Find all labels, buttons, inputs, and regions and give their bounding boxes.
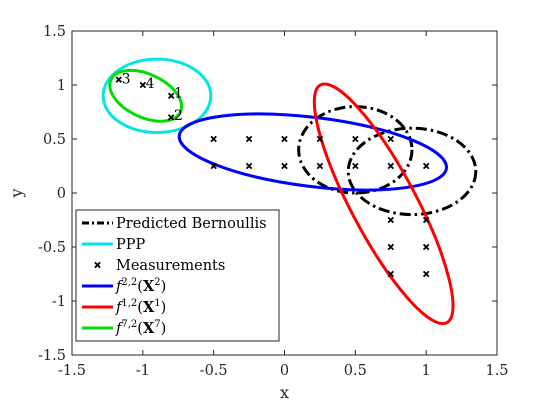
legend-entry-label: PPP (116, 237, 146, 253)
x-tick-label: 0.5 (344, 363, 367, 379)
x-tick-label: -1.5 (58, 363, 86, 379)
measurement-point-5 (245, 135, 253, 143)
ellipse-f1-2-x1--0 (312, 82, 455, 326)
measurement-point-0 (115, 76, 122, 83)
measurement-point-3 (167, 114, 175, 121)
measurement-point-16 (422, 162, 430, 170)
measurement-point-18 (422, 216, 430, 224)
measurement-point-21 (387, 270, 394, 278)
annotation-label-1: 1 (174, 86, 183, 102)
measurement-point-10 (210, 162, 217, 170)
measurement-point-6 (281, 135, 288, 143)
legend-entry-label: f2,2(X2) (115, 277, 166, 295)
y-axis-title: y (7, 188, 26, 198)
y-tick-label: 0.5 (43, 132, 66, 148)
legend-entry-label: Predicted Bernoullis (116, 216, 267, 232)
x-tick-label: -1 (136, 363, 150, 379)
measurement-point-11 (245, 162, 253, 170)
measurement-point-8 (352, 135, 359, 143)
y-tick-label: 1 (57, 78, 66, 94)
measurement-point-4 (210, 135, 217, 143)
plot-area: 1 2 3 4 (101, 57, 478, 326)
measurement-point-1 (139, 81, 147, 89)
legend-entry-label: Measurements (116, 258, 225, 274)
measurement-point-13 (316, 162, 324, 170)
ellipse-ppp-0 (101, 57, 213, 135)
x-axis-title: x (280, 383, 289, 402)
y-tick-label: -0.5 (38, 240, 66, 256)
measurement-point-17 (387, 216, 394, 224)
legend-entry-label: f1,2(X1) (115, 298, 166, 316)
measurement-point-20 (422, 243, 430, 251)
y-tick-label: 0 (57, 186, 66, 202)
y-tick-label: -1 (52, 294, 66, 310)
legend: Predicted Bernoullis PPP Measurements f2,2(… (75, 209, 280, 342)
measurement-point-22 (422, 270, 430, 278)
ellipse-f7-2-x7--0 (108, 68, 184, 123)
legend-swatch-marker (94, 261, 101, 269)
ellipse-predicted-bernoullis-1 (346, 126, 478, 217)
y-tick-label: 1.5 (43, 24, 66, 40)
x-tick-label: 1.5 (485, 363, 508, 379)
measurement-point-19 (387, 243, 394, 251)
measurement-point-15 (387, 162, 394, 170)
axes: -1.5 -1 -0.5 0 0.5 1 1.5 -1.5 -1 -0.5 0 0.5 1 1.5 (38, 24, 509, 379)
annotation-label-2: 2 (174, 108, 183, 124)
measurement-point-14 (352, 162, 359, 170)
measurement-point-9 (387, 135, 394, 143)
annotation-label-3: 3 (122, 72, 131, 88)
measurement-point-12 (281, 162, 288, 170)
measurement-point-2 (167, 92, 175, 100)
annotation-label-4: 4 (146, 76, 155, 92)
y-tick-label: -1.5 (38, 348, 66, 364)
x-tick-label: -0.5 (200, 363, 228, 379)
ellipse-predicted-bernoullis-0 (297, 105, 414, 195)
legend-entry-label: f7,2(X7) (115, 319, 166, 337)
measurement-point-7 (316, 135, 324, 143)
x-tick-label: 1 (422, 363, 431, 379)
legend-box (75, 209, 280, 342)
x-tick-label: 0 (280, 363, 289, 379)
